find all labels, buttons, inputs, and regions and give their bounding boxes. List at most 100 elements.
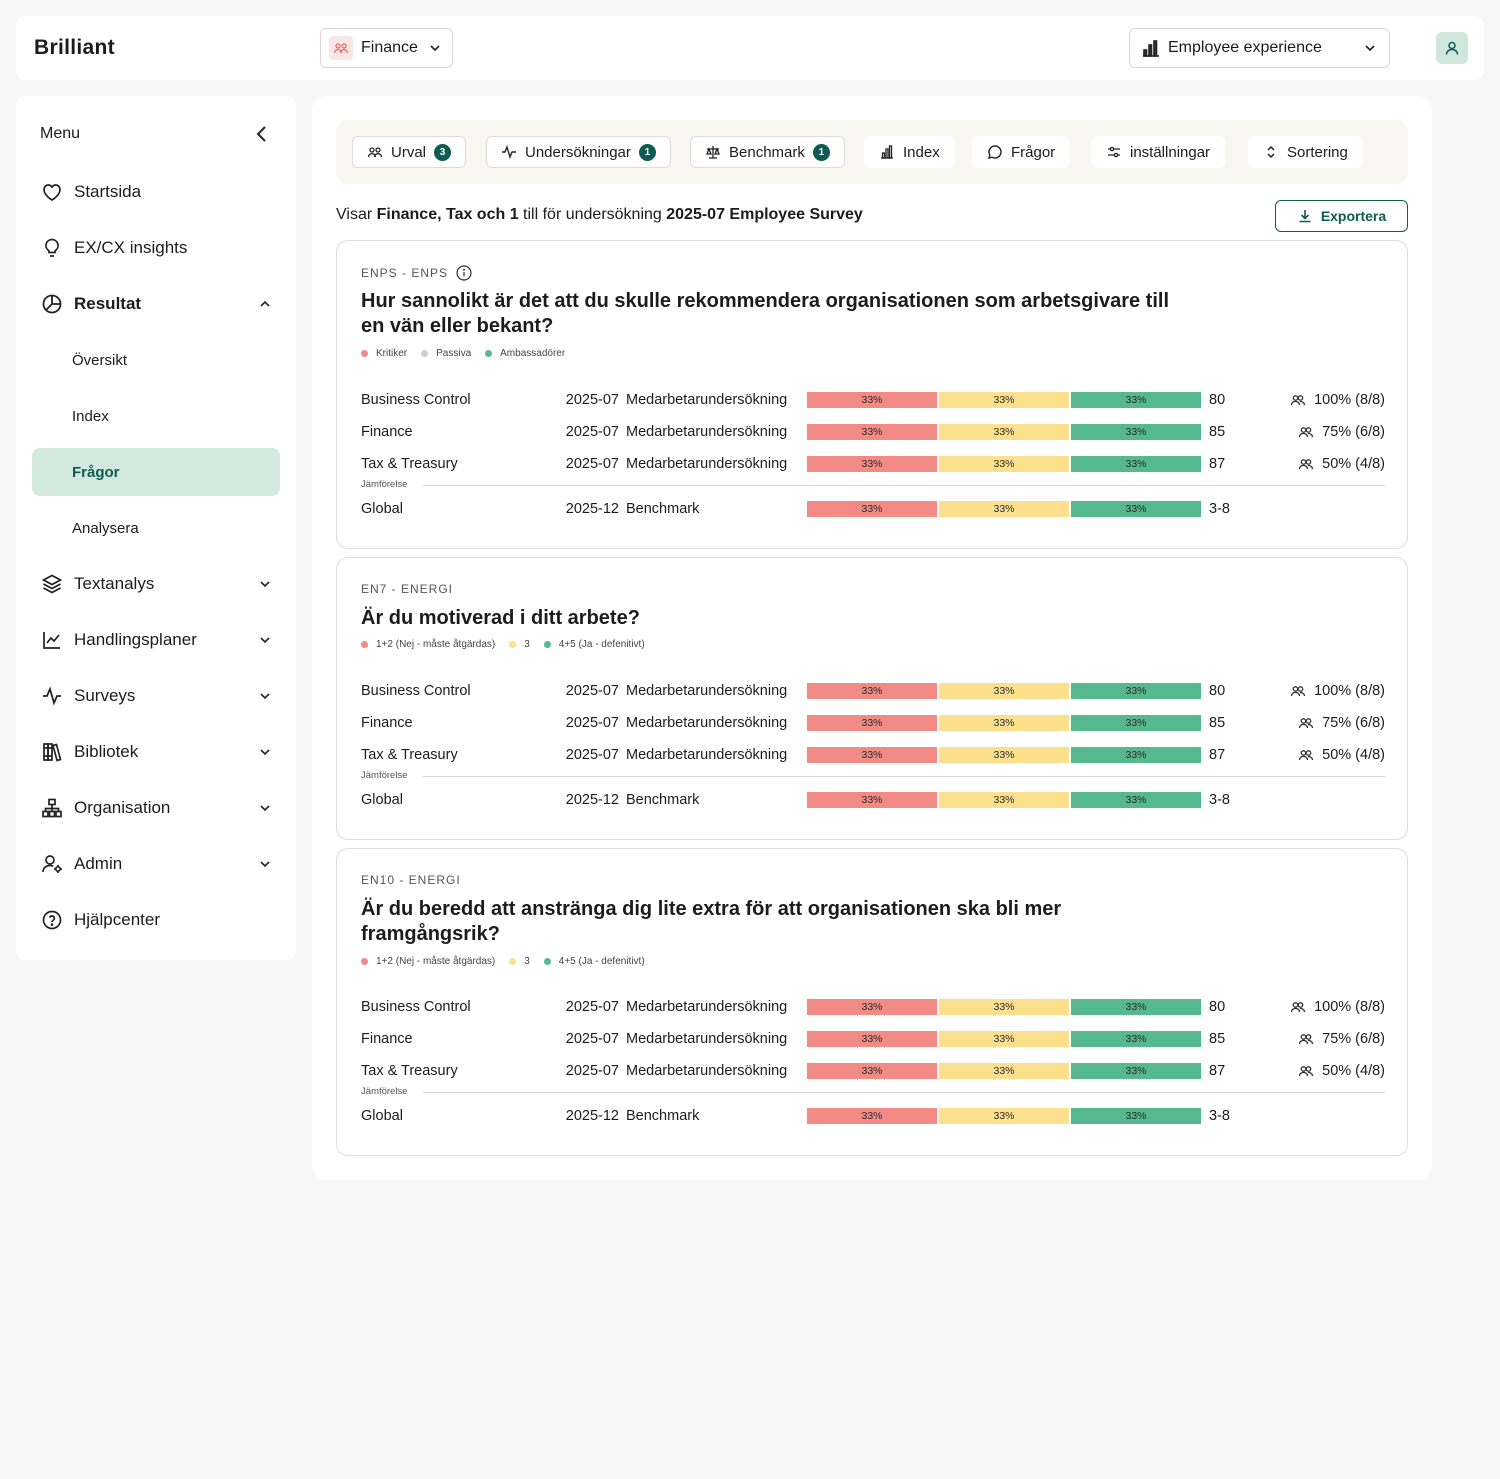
- filter-sortering-button[interactable]: Sortering: [1248, 136, 1363, 168]
- survey-name: Medarbetarundersökning: [626, 747, 788, 763]
- users-icon: [1290, 392, 1306, 408]
- survey-date: 2025-12: [565, 1108, 619, 1124]
- comparison-label: Jämförelse: [361, 770, 416, 781]
- bar-segment-label: 33%: [993, 1065, 1015, 1077]
- summary-prefix: Visar: [336, 206, 373, 223]
- bar-segment: 33%: [1071, 792, 1201, 808]
- legend-label: 4+5 (Ja - defenitivt): [558, 956, 645, 967]
- bar-segment: 33%: [807, 1031, 937, 1047]
- collapse-chevron-left-icon[interactable]: [252, 124, 272, 144]
- survey-date: 2025-12: [565, 792, 619, 808]
- bar-segment: 33%: [939, 683, 1069, 699]
- question-title: Är du motiverad i ditt arbete?: [361, 607, 640, 629]
- sidebar-subitem-index[interactable]: Index: [72, 407, 109, 425]
- user-avatar[interactable]: [1436, 32, 1468, 64]
- app-logo[interactable]: Brilliant: [34, 36, 115, 59]
- summary-middle: till för undersökning: [523, 206, 662, 223]
- group-name: Global: [361, 792, 403, 808]
- legend-item: 3: [509, 956, 530, 967]
- survey-name: Medarbetarundersökning: [626, 715, 788, 731]
- bar-segment-label: 33%: [993, 749, 1015, 761]
- sidebar-item-textanalys[interactable]: Textanalys: [32, 556, 280, 612]
- experience-select[interactable]: Employee experience: [1129, 28, 1390, 68]
- sidebar-subitem-fragor[interactable]: Frågor: [32, 448, 280, 496]
- group-name: Global: [361, 1108, 403, 1124]
- bar-segment: 33%: [939, 392, 1069, 408]
- org-select[interactable]: Finance: [320, 28, 453, 68]
- legend-dot: [361, 641, 368, 648]
- response-rate: 50% (4/8): [1298, 456, 1385, 472]
- filter-fragor-button[interactable]: Frågor: [972, 136, 1071, 168]
- bar-segment-label: 33%: [993, 685, 1015, 697]
- legend-item: 4+5 (Ja - defenitivt): [543, 956, 645, 967]
- survey-date: 2025-07: [565, 392, 619, 408]
- filter-benchmark-button[interactable]: Benchmark 1: [690, 136, 845, 168]
- sidebar-subitem-oversikt[interactable]: Översikt: [72, 351, 128, 369]
- result-row: Finance 2025-07 Medarbetarundersökning 33% 3…: [361, 715, 1385, 733]
- divider-line: [423, 776, 1385, 777]
- bar-segment-label: 33%: [861, 1033, 883, 1045]
- sidebar-subitem-analysera[interactable]: Analysera: [72, 519, 139, 537]
- sidebar-item-bibliotek[interactable]: Bibliotek: [32, 724, 280, 780]
- group-name: Business Control: [361, 683, 471, 699]
- question-code-text: EN10 - ENERGI: [361, 873, 461, 887]
- users-icon: [1298, 1063, 1314, 1079]
- survey-date: 2025-07: [565, 456, 619, 472]
- chevron-up-icon: [258, 297, 272, 311]
- count-badge: 1: [812, 143, 830, 161]
- question-code: ENPS - ENPS: [361, 265, 472, 281]
- score-value: 85: [1209, 1031, 1226, 1047]
- summary-selection: Finance, Tax och 1: [376, 206, 519, 223]
- stacked-bar: 33% 33% 33%: [807, 715, 1201, 731]
- survey-name: Medarbetarundersökning: [626, 424, 788, 440]
- bar-segment: 33%: [1071, 683, 1201, 699]
- sidebar-item-startsida[interactable]: Startsida: [32, 164, 280, 220]
- bar-segment: 33%: [939, 1063, 1069, 1079]
- org-chart-icon: [40, 796, 64, 820]
- sidebar-item-admin[interactable]: Admin: [32, 836, 280, 892]
- selection-summary: Visar Finance, Tax och 1 till för unders…: [336, 206, 863, 224]
- bar-segment-label: 33%: [993, 458, 1015, 470]
- sidebar-item-handlingsplaner[interactable]: Handlingsplaner: [32, 612, 280, 668]
- sidebar-item-label: Bibliotek: [74, 742, 139, 761]
- filter-undersokningar-button[interactable]: Undersökningar 1: [486, 136, 671, 168]
- result-row: Finance 2025-07 Medarbetarundersökning 33% 3…: [361, 1031, 1385, 1049]
- bar-segment: 33%: [939, 1031, 1069, 1047]
- info-icon[interactable]: [456, 265, 472, 281]
- filter-label: Index: [903, 143, 940, 161]
- stacked-bar: 33% 33% 33%: [807, 683, 1201, 699]
- bar-segment-label: 33%: [1125, 749, 1147, 761]
- group-icon: [367, 144, 383, 160]
- score-value: 87: [1209, 1063, 1226, 1079]
- answer-legend: 1+2 (Nej - måste åtgärdas) 3 4+5 (Ja - def…: [361, 639, 653, 650]
- answer-legend: Kritiker Passiva Ambassadörer: [361, 348, 573, 359]
- sidebar-item-excx-insights[interactable]: EX/CX insights: [32, 220, 280, 276]
- filter-index-button[interactable]: Index: [864, 136, 955, 168]
- chevron-down-icon: [258, 689, 272, 703]
- survey-name: Benchmark: [626, 1108, 700, 1124]
- pie-chart-icon: [40, 292, 64, 316]
- filter-urval-button[interactable]: Urval 3: [352, 136, 467, 168]
- bar-segment-label: 33%: [1125, 394, 1147, 406]
- response-rate-text: 50% (4/8): [1322, 747, 1385, 763]
- response-rate: 50% (4/8): [1298, 747, 1385, 763]
- filter-label: inställningar: [1130, 143, 1211, 161]
- sidebar-item-label: Startsida: [74, 182, 142, 201]
- export-button[interactable]: Exportera: [1275, 200, 1408, 232]
- bar-segment: 33%: [1071, 1031, 1201, 1047]
- sidebar-item-resultat[interactable]: Resultat: [32, 276, 280, 332]
- sidebar-item-surveys[interactable]: Surveys: [32, 668, 280, 724]
- filter-label: Undersökningar: [525, 143, 631, 161]
- bar-segment-label: 33%: [861, 685, 883, 697]
- bar-segment-label: 33%: [993, 1110, 1015, 1122]
- question-code-text: EN7 - ENERGI: [361, 582, 454, 596]
- filter-bar: Urval 3 Undersökningar 1 Benchmark 1 Ind…: [336, 120, 1408, 184]
- bar-chart-icon: [1140, 37, 1162, 59]
- question-title: Är du beredd att anstränga dig lite extr…: [361, 898, 1062, 945]
- legend-label: 3: [524, 956, 530, 967]
- filter-installningar-button[interactable]: inställningar: [1091, 136, 1226, 168]
- sidebar-item-organisation[interactable]: Organisation: [32, 780, 280, 836]
- sidebar-item-hjalpcenter[interactable]: Hjälpcenter: [32, 892, 280, 948]
- bar-segment-label: 33%: [1125, 503, 1147, 515]
- benchmark-row: Global 2025-12 Benchmark 33% 33% 33% 3-8: [361, 1108, 1385, 1126]
